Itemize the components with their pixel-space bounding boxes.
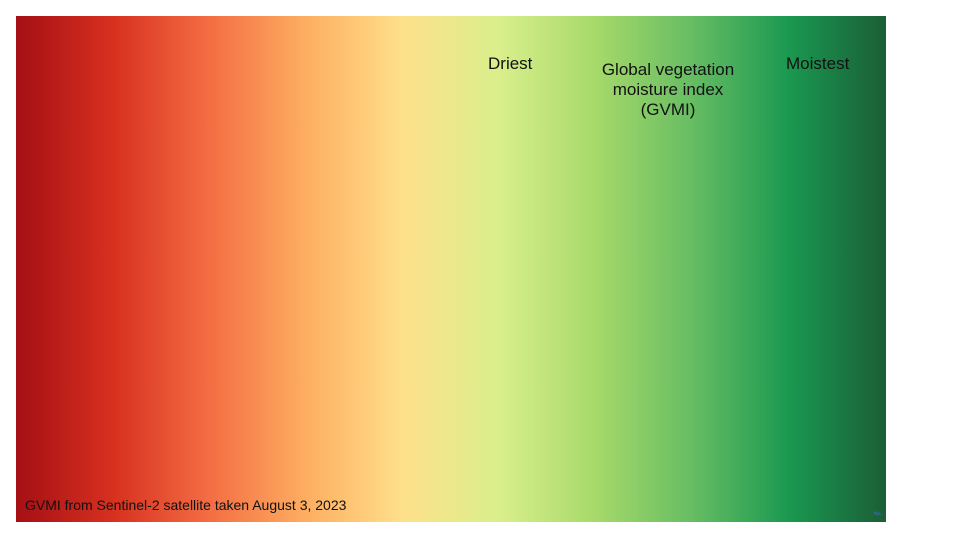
legend-low-label: Driest xyxy=(488,54,533,73)
legend-high-label: Moistest xyxy=(786,54,850,73)
legend-color-bar xyxy=(16,16,886,522)
legend-title: Global vegetation moisture index (GVMI) xyxy=(601,60,735,119)
map-view[interactable]: Makanalua Kalawao Kaun apue Kap uloa Nap… xyxy=(16,16,886,522)
map-caption: GVMI from Sentinel-2 satellite taken Aug… xyxy=(25,497,347,513)
